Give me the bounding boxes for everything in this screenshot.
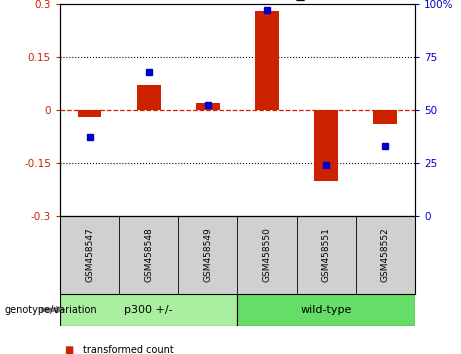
- Text: GSM458552: GSM458552: [381, 228, 390, 282]
- Text: genotype/variation: genotype/variation: [5, 305, 97, 315]
- Title: GDS3598 / 1424162_at: GDS3598 / 1424162_at: [154, 0, 321, 1]
- Text: GSM458547: GSM458547: [85, 228, 94, 282]
- Bar: [137, 85, 160, 110]
- Text: wild-type: wild-type: [301, 305, 352, 315]
- Text: p300 +/-: p300 +/-: [124, 305, 173, 315]
- Text: transformed count: transformed count: [83, 345, 174, 354]
- Bar: [237, 294, 415, 326]
- Text: GSM458549: GSM458549: [203, 228, 213, 282]
- Bar: [60, 294, 237, 326]
- Bar: [314, 110, 338, 181]
- Text: ■: ■: [65, 345, 74, 354]
- Bar: [77, 110, 101, 117]
- Bar: [373, 110, 397, 124]
- Bar: [255, 11, 279, 110]
- Text: GSM458548: GSM458548: [144, 228, 153, 282]
- Bar: [196, 103, 219, 110]
- Text: GSM458550: GSM458550: [262, 227, 272, 282]
- Text: GSM458551: GSM458551: [322, 227, 331, 282]
